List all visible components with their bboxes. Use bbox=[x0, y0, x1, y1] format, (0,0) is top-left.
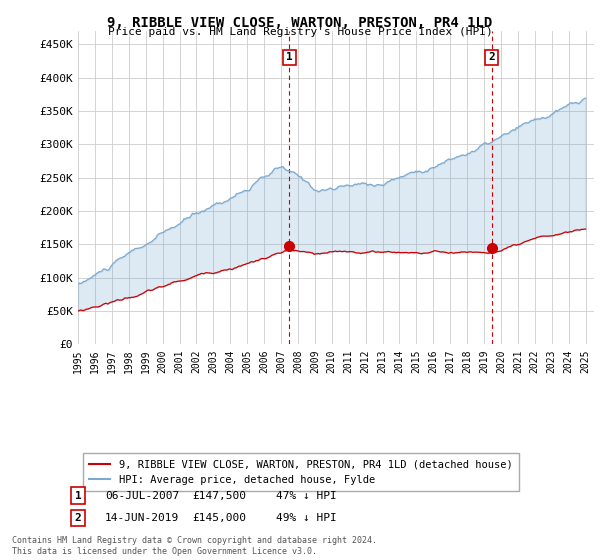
Text: 06-JUL-2007: 06-JUL-2007 bbox=[105, 491, 179, 501]
Text: 2: 2 bbox=[488, 53, 495, 63]
Text: 9, RIBBLE VIEW CLOSE, WARTON, PRESTON, PR4 1LD: 9, RIBBLE VIEW CLOSE, WARTON, PRESTON, P… bbox=[107, 16, 493, 30]
Text: £145,000: £145,000 bbox=[192, 513, 246, 523]
Text: Price paid vs. HM Land Registry's House Price Index (HPI): Price paid vs. HM Land Registry's House … bbox=[107, 27, 493, 37]
Text: 47% ↓ HPI: 47% ↓ HPI bbox=[276, 491, 337, 501]
Text: £147,500: £147,500 bbox=[192, 491, 246, 501]
Text: 2: 2 bbox=[74, 513, 82, 523]
Text: Contains HM Land Registry data © Crown copyright and database right 2024.
This d: Contains HM Land Registry data © Crown c… bbox=[12, 536, 377, 556]
Text: 1: 1 bbox=[74, 491, 82, 501]
Legend: 9, RIBBLE VIEW CLOSE, WARTON, PRESTON, PR4 1LD (detached house), HPI: Average pr: 9, RIBBLE VIEW CLOSE, WARTON, PRESTON, P… bbox=[83, 453, 518, 491]
Text: 1: 1 bbox=[286, 53, 293, 63]
Text: 49% ↓ HPI: 49% ↓ HPI bbox=[276, 513, 337, 523]
Text: 14-JUN-2019: 14-JUN-2019 bbox=[105, 513, 179, 523]
